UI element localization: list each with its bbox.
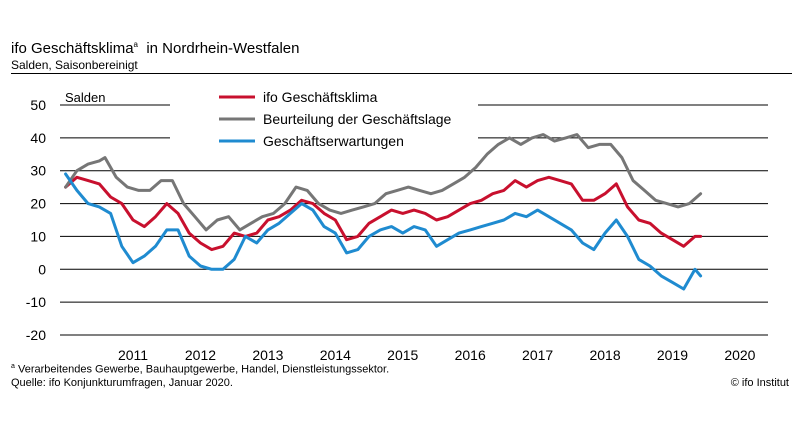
source-note: Quelle: ifo Konjunkturumfragen, Januar 2… (11, 377, 233, 389)
legend-label-3: Geschäftserwartungen (263, 133, 404, 149)
chart-title: ifo Geschäftsklimaa in Nordrhein-Westfal… (11, 40, 299, 57)
y-tick-label: 0 (38, 261, 46, 277)
legend: ifo Geschäftsklima Beurteilung der Geschä… (219, 89, 452, 149)
series-line-3 (64, 172, 703, 291)
x-axis-ticks: 2011 2012 2013 2014 2015 2016 2017 2018 2019 2020 (118, 347, 756, 363)
grid-lines (60, 104, 768, 336)
x-tick-label: 2012 (185, 347, 216, 363)
y-tick-label: -20 (26, 327, 46, 343)
legend-label-2: Beurteilung der Geschäftslage (263, 111, 452, 127)
y-tick-label: 30 (30, 163, 46, 179)
x-tick-label: 2013 (252, 347, 283, 363)
subtitle-divider (11, 73, 792, 74)
y-tick-label: 10 (30, 228, 46, 244)
y-tick-label: 40 (30, 130, 46, 146)
footnote-text: Verarbeitendes Gewerbe, Bauhauptgewerbe,… (17, 363, 390, 376)
y-tick-label: 20 (30, 196, 46, 212)
y-axis-label: Salden (65, 90, 105, 105)
y-tick-label: 50 (30, 97, 46, 113)
footnote-marker: a (11, 363, 15, 370)
title-footnote-marker: a (133, 40, 138, 49)
y-axis-ticks: -20 -10 0 10 20 30 40 50 (26, 97, 46, 343)
series-line-1 (64, 175, 703, 252)
x-tick-label: 2014 (320, 347, 351, 363)
x-tick-label: 2011 (118, 347, 148, 363)
data-series (64, 133, 703, 291)
x-tick-label: 2017 (522, 347, 553, 363)
chart-title-text: ifo Geschäftsklima (11, 40, 134, 57)
x-tick-label: 2015 (387, 347, 418, 363)
x-tick-label: 2016 (455, 347, 486, 363)
chart-subtitle: Salden, Saisonbereinigt (11, 58, 138, 72)
y-tick-label: -10 (26, 294, 46, 310)
footnote: a Verarbeitendes Gewerbe, Bauhauptgewerb… (11, 363, 389, 376)
copyright-note: © ifo Institut (730, 377, 789, 389)
x-tick-label: 2020 (724, 347, 755, 363)
chart-title-region: in Nordrhein-Westfalen (146, 40, 300, 57)
series-line-2 (64, 133, 703, 232)
x-tick-label: 2018 (589, 347, 620, 363)
legend-label-1: ifo Geschäftsklima (263, 89, 378, 105)
x-tick-label: 2019 (657, 347, 688, 363)
